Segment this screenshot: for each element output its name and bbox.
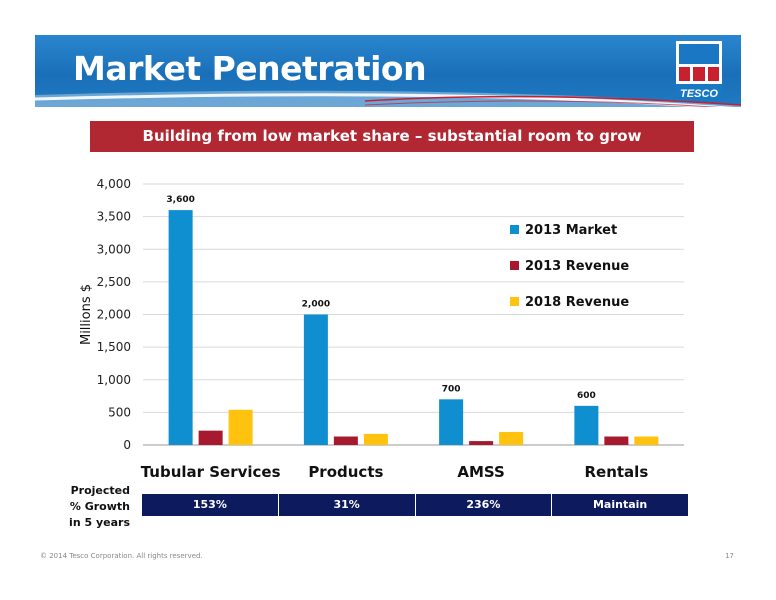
category-label: Products bbox=[308, 463, 383, 481]
y-tick-label: 2,500 bbox=[97, 275, 131, 289]
legend: 2013 Market 2013 Revenue 2018 Revenue bbox=[510, 223, 629, 310]
bar bbox=[198, 430, 223, 445]
bar bbox=[469, 441, 494, 445]
growth-label-line: Projected bbox=[70, 484, 130, 497]
bar bbox=[439, 399, 464, 445]
growth-cell-products: 31% bbox=[277, 494, 415, 516]
bar bbox=[303, 314, 328, 445]
page-title: Market Penetration bbox=[73, 49, 427, 88]
bar bbox=[333, 436, 358, 445]
y-tick-label: 2,000 bbox=[97, 308, 131, 322]
growth-label-line: in 5 years bbox=[69, 516, 130, 529]
data-label: 600 bbox=[577, 391, 596, 401]
category-label: AMSS bbox=[457, 463, 504, 481]
data-label: 2,000 bbox=[302, 300, 330, 310]
bars: 3,600 2,000 700 600 bbox=[166, 195, 659, 445]
data-label: 700 bbox=[442, 384, 461, 394]
growth-cell-tubular: 153% bbox=[192, 498, 227, 511]
bar bbox=[634, 436, 659, 445]
page-number: 17 bbox=[725, 552, 734, 560]
legend-entry: 2018 Revenue bbox=[525, 295, 629, 310]
legend-swatch bbox=[510, 225, 519, 234]
logo-text: TESCO bbox=[680, 88, 718, 100]
y-axis-label: Millions $ bbox=[79, 284, 94, 345]
bar bbox=[499, 431, 524, 445]
data-label: 3,600 bbox=[166, 195, 194, 205]
growth-cell-amss: 236% bbox=[414, 494, 552, 516]
market-bar-chart: 05001,0001,5002,0002,5003,0003,5004,000 … bbox=[79, 177, 684, 481]
y-tick-label: 3,500 bbox=[97, 210, 131, 224]
y-tick-label: 500 bbox=[108, 405, 131, 419]
legend-swatch bbox=[510, 297, 519, 306]
category-label: Tubular Services bbox=[141, 463, 281, 481]
bar bbox=[228, 409, 253, 445]
legend-entry: 2013 Market bbox=[525, 223, 617, 238]
copyright-footer: © 2014 Tesco Corporation. All rights res… bbox=[40, 552, 203, 560]
legend-swatch bbox=[510, 261, 519, 270]
legend-entry: 2013 Revenue bbox=[525, 259, 629, 274]
bar bbox=[574, 405, 599, 445]
category-labels: Tubular Services Products AMSS Rentals bbox=[141, 463, 649, 481]
growth-row-label: Projected % Growth in 5 years bbox=[56, 483, 130, 531]
y-tick-label: 4,000 bbox=[97, 177, 131, 191]
category-label: Rentals bbox=[584, 463, 648, 481]
banner-swoosh bbox=[35, 90, 741, 107]
bar bbox=[168, 210, 193, 445]
y-tick-label: 0 bbox=[123, 438, 131, 452]
bar bbox=[363, 433, 388, 445]
subtitle-bar: Building from low market share – substan… bbox=[90, 121, 694, 152]
y-tick-label: 1,500 bbox=[97, 340, 131, 354]
growth-cell-rentals: Maintain bbox=[551, 494, 688, 516]
growth-table: 153% 31% 236% Maintain bbox=[142, 494, 688, 516]
growth-label-line: % Growth bbox=[69, 500, 130, 513]
y-axis-ticks: 0 500 1,000 1,500 2,000 2,500 3,000 3,500 4,000 bbox=[97, 177, 131, 452]
tesco-logo: TESCO bbox=[676, 41, 722, 101]
y-tick-label: 1,000 bbox=[97, 373, 131, 387]
title-banner: Market Penetration bbox=[35, 35, 741, 107]
bar bbox=[604, 436, 629, 445]
y-tick-label: 3,000 bbox=[97, 242, 131, 256]
